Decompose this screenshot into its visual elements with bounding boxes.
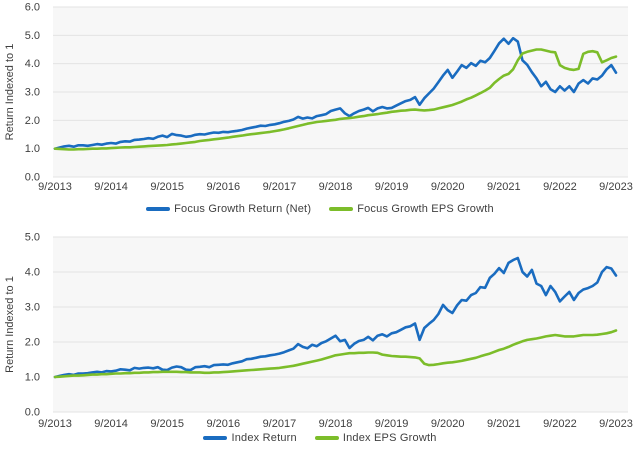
y-tick-label: 1.0	[25, 372, 40, 384]
x-tick-label: 9/2014	[94, 181, 128, 193]
x-tick-label: 9/2020	[431, 181, 465, 193]
x-tick-label: 9/2019	[375, 181, 409, 193]
legend-item-focus-eps: Focus Growth EPS Growth	[329, 203, 494, 215]
focus-growth-legend: Focus Growth Return (Net) Focus Growth E…	[0, 202, 640, 215]
x-tick-label: 9/2016	[206, 418, 240, 430]
green-line-swatch	[314, 435, 339, 440]
legend-label: Index EPS Growth	[342, 431, 437, 444]
plot-area	[53, 237, 628, 412]
x-tick-label: 9/2021	[487, 418, 521, 430]
y-tick-label: 2.0	[25, 337, 40, 349]
x-tick-label: 9/2018	[319, 418, 353, 430]
y-tick-label: 3.0	[25, 87, 40, 99]
x-tick-label: 9/2013	[38, 181, 72, 193]
series-line-1	[53, 48, 618, 151]
x-tick-label: 9/2015	[150, 418, 184, 430]
blue-line-swatch	[203, 435, 228, 440]
legend-item-index-eps: Index EPS Growth	[314, 431, 437, 444]
x-tick-label: 9/2022	[543, 418, 577, 430]
y-tick-label: 1.0	[25, 143, 40, 155]
legend-label: Focus Growth Return (Net)	[174, 202, 312, 215]
x-tick-label: 9/2023	[599, 418, 633, 430]
y-tick-label: 6.0	[25, 2, 40, 14]
x-tick-label: 9/2023	[599, 181, 633, 193]
x-tick-label: 9/2020	[431, 418, 465, 430]
legend-item-focus-return: Focus Growth Return (Net)	[146, 203, 311, 215]
y-tick-label: 4.0	[25, 58, 40, 70]
x-tick-label: 9/2014	[94, 418, 128, 430]
legend-label: Focus Growth EPS Growth	[357, 202, 494, 215]
x-tick-label: 9/2017	[263, 418, 297, 430]
y-axis-title: Return Indexed to 1	[4, 276, 16, 373]
y-tick-label: 0.0	[25, 407, 40, 419]
x-tick-label: 9/2019	[375, 418, 409, 430]
x-tick-label: 9/2015	[150, 181, 184, 193]
y-tick-label: 2.0	[25, 115, 40, 127]
focus-growth-chart: 0.0 1.0 2.0 3.0 4.0 5.0 6.0 9/2013 9/2014 9/2015 9…	[4, 2, 633, 194]
x-tick-label: 9/2018	[319, 181, 353, 193]
legend-label: Index Return	[231, 431, 297, 444]
y-tick-label: 0.0	[25, 172, 40, 184]
index-legend: Index Return Index EPS Growth	[0, 431, 640, 444]
y-tick-label: 3.0	[25, 302, 40, 314]
x-tick-label: 9/2021	[487, 181, 521, 193]
series-line-0	[53, 256, 618, 379]
green-line-swatch	[329, 206, 354, 211]
x-tick-label: 9/2013	[38, 418, 72, 430]
x-tick-label: 9/2022	[543, 181, 577, 193]
y-tick-label: 5.0	[25, 30, 40, 42]
y-tick-label: 5.0	[25, 232, 40, 244]
legend-item-index-return: Index Return	[203, 431, 297, 444]
x-tick-label: 9/2016	[206, 181, 240, 193]
index-chart: 0.0 1.0 2.0 3.0 4.0 5.0 9/2013 9/2014 9/2015 9/20…	[4, 232, 633, 431]
blue-line-swatch	[146, 206, 171, 211]
series-line-0	[53, 36, 618, 150]
series-line-1	[53, 329, 618, 379]
y-axis-title: Return Indexed to 1	[4, 44, 16, 141]
x-tick-label: 9/2017	[263, 181, 297, 193]
y-tick-label: 4.0	[25, 267, 40, 279]
